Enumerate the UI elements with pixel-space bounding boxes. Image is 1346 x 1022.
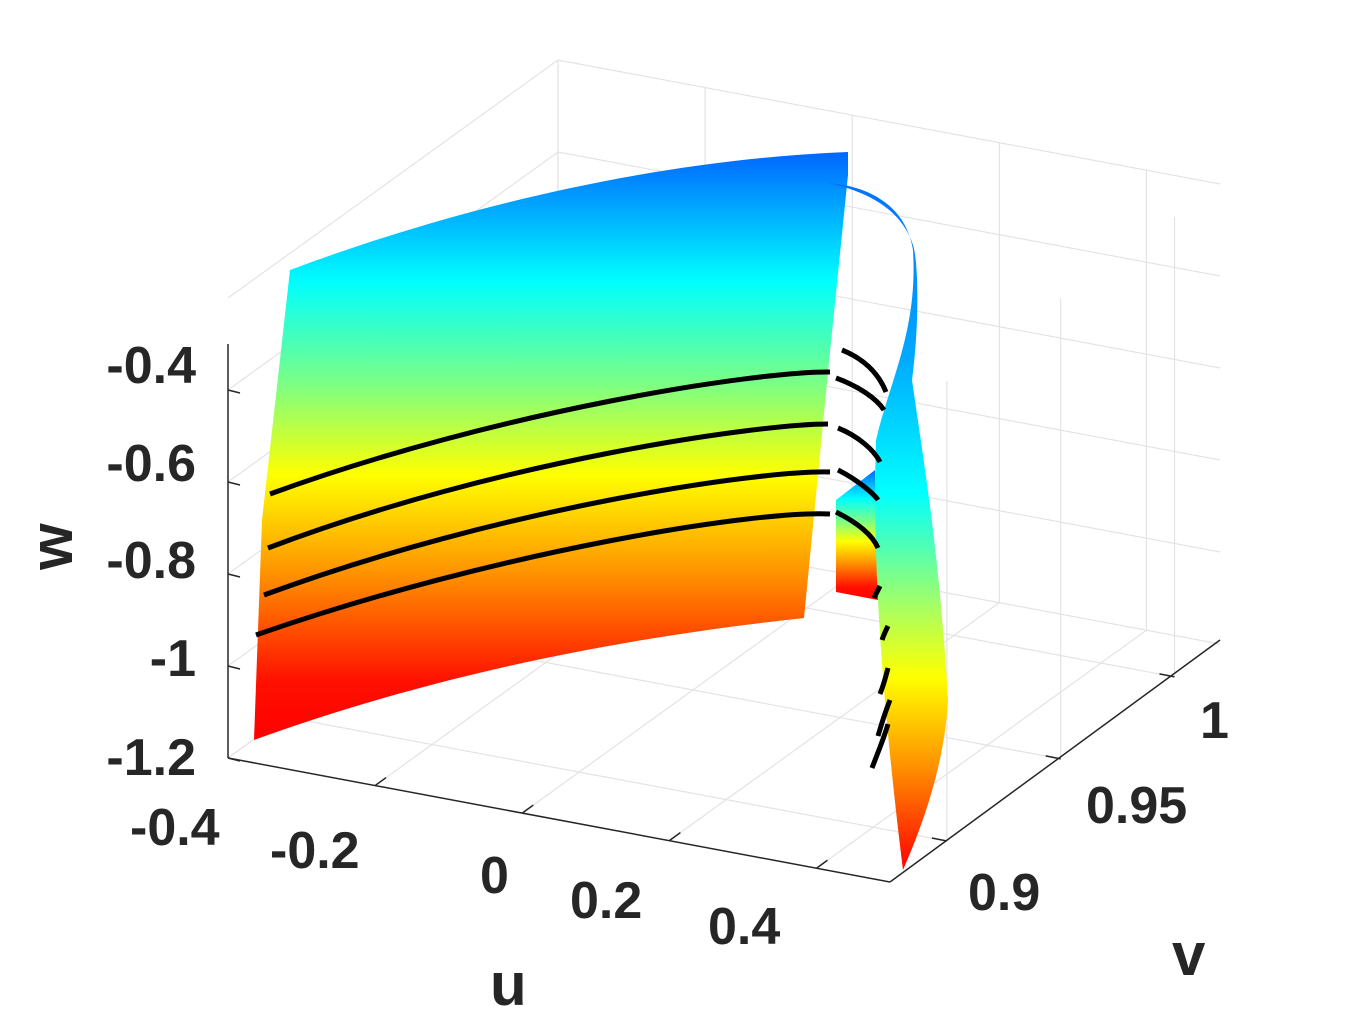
level-curve-fold-segment: [877, 667, 891, 695]
level-curve-fold-segment: [841, 347, 889, 393]
level-curve: [269, 369, 831, 497]
x-tick-label: 0: [480, 847, 509, 905]
x-tick-mark: [816, 859, 828, 869]
y-axis-label: v: [1172, 921, 1206, 988]
y-tick-label: 0.95: [1086, 777, 1187, 835]
x-tick-label: 0.4: [708, 898, 780, 956]
x-axis-line: [227, 757, 891, 883]
z-tick-mark: [227, 757, 241, 762]
z-tick-mark: [227, 665, 241, 670]
level-curve-fold-segment: [875, 699, 893, 737]
z-axis-label: w: [18, 523, 85, 571]
z-tick-label: -0.4: [106, 337, 196, 395]
surface-sheet-main: [254, 152, 848, 740]
level-curve-fold-segment: [879, 624, 891, 641]
floor-grid-u-line: [816, 629, 1147, 869]
axes: [227, 344, 1221, 883]
x-tick-mark: [668, 832, 681, 842]
z-tick-label: -0.8: [106, 532, 196, 590]
level-curve: [263, 469, 831, 598]
level-curve-fold-segment: [834, 509, 881, 550]
x-tick-mark: [374, 776, 387, 787]
y-tick-mark: [1045, 755, 1061, 760]
surface-sheet-flap: [836, 470, 878, 600]
y-axis-line: [889, 639, 1221, 883]
level-curve-fold-segment: [837, 425, 883, 464]
tick-labels: -0.4 -0.2 0 0.2 0.4 0.9 0.951 -0.4 -0.6 -0.8 -1 -1.…: [106, 337, 1229, 956]
y-tick-mark: [931, 837, 948, 842]
x-tick-label: -0.4: [130, 799, 220, 857]
floor-grid-u-line: [668, 602, 1000, 842]
z-tick-label: -1.2: [106, 729, 196, 787]
x-axis-label: u: [490, 951, 527, 1018]
level-curve-fold-segment: [836, 467, 881, 502]
level-curve-fold-segment: [869, 723, 891, 769]
z-tick-mark: [227, 573, 241, 578]
y-tick-label: 0.9: [968, 864, 1040, 922]
z-tick-mark: [227, 389, 241, 394]
level-curve-fold-segment: [835, 375, 887, 412]
x-tick-mark: [521, 804, 534, 814]
x-tick-label: 0.2: [570, 872, 642, 930]
level-curves: [255, 347, 893, 769]
y-tick-mark: [1159, 673, 1175, 678]
level-curve: [255, 511, 831, 638]
level-curve: [267, 421, 829, 551]
floor-grid-v-line: [284, 716, 948, 842]
z-tick-label: -1: [150, 630, 196, 688]
y-tick-label: 1: [1200, 692, 1229, 750]
x-tick-label: -0.2: [270, 822, 360, 880]
z-tick-label: -0.6: [106, 435, 196, 493]
surfaces: [254, 152, 948, 870]
level-curve-fold-segment: [871, 584, 883, 600]
surface-sheet-fold: [828, 183, 948, 870]
z-tick-mark: [227, 481, 241, 486]
